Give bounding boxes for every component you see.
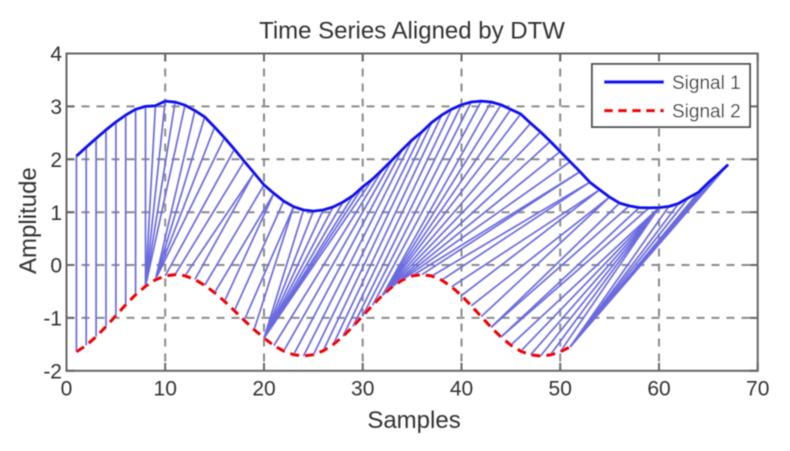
svg-text:Time Series Aligned by DTW: Time Series Aligned by DTW (259, 18, 565, 45)
svg-text:2: 2 (50, 149, 62, 172)
svg-text:-2: -2 (43, 360, 62, 383)
svg-text:0: 0 (61, 377, 73, 400)
svg-text:50: 50 (549, 377, 572, 400)
svg-text:30: 30 (351, 377, 374, 400)
svg-text:Samples: Samples (367, 407, 460, 434)
svg-text:0: 0 (50, 255, 62, 278)
svg-text:40: 40 (450, 377, 473, 400)
svg-text:10: 10 (154, 377, 177, 400)
svg-text:Signal 1: Signal 1 (672, 73, 741, 94)
svg-text:60: 60 (647, 377, 670, 400)
svg-text:3: 3 (50, 96, 62, 119)
svg-text:70: 70 (746, 377, 769, 400)
svg-text:1: 1 (50, 202, 62, 225)
svg-text:20: 20 (252, 377, 275, 400)
svg-text:Signal 2: Signal 2 (672, 102, 741, 123)
svg-text:4: 4 (50, 43, 62, 66)
svg-text:Amplitude: Amplitude (15, 167, 42, 274)
svg-text:-1: -1 (43, 308, 62, 331)
